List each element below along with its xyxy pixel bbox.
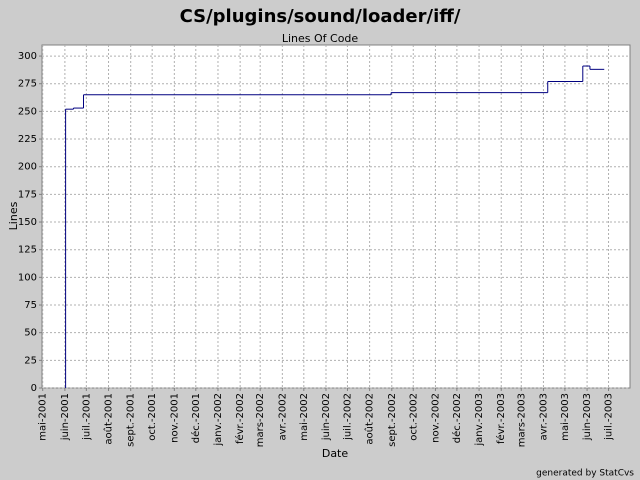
x-tick-label: févr.-2003 [495, 393, 507, 444]
x-tick-label: mai-2003 [560, 393, 571, 441]
y-tick-label: 225 [18, 134, 37, 145]
x-tick-label: avr.-2003 [538, 393, 549, 440]
y-tick-label: 200 [18, 162, 37, 173]
x-tick-label: mars-2003 [516, 393, 527, 447]
footer: generated by StatCvs [536, 469, 634, 479]
x-tick-label: nov.-2001 [169, 393, 180, 443]
y-tick-label: 300 [18, 51, 37, 62]
y-tick-label: 250 [18, 106, 37, 117]
x-tick-label: juil.-2002 [342, 393, 353, 441]
y-tick-label: 175 [18, 189, 37, 200]
x-tick-label: juil.-2003 [604, 393, 615, 441]
chart-subtitle: Lines Of Code [282, 32, 359, 45]
y-tick-label: 100 [18, 272, 37, 283]
chart-title: CS/plugins/sound/loader/iff/ [180, 6, 461, 27]
x-tick-label: oct.-2002 [408, 393, 419, 441]
x-tick-label: nov.-2002 [430, 393, 441, 443]
x-tick-label: avr.-2002 [277, 393, 288, 440]
x-tick-label: janv.-2002 [213, 393, 224, 447]
x-tick-label: juin-2003 [582, 393, 593, 441]
y-tick-label: 0 [31, 383, 37, 394]
x-tick-label: sept.-2001 [126, 393, 137, 447]
y-tick-label: 150 [18, 217, 37, 228]
x-axis-label: Date [322, 447, 349, 460]
x-tick-label: mai-2002 [299, 393, 310, 441]
y-tick-label: 125 [18, 245, 37, 256]
y-tick-label: 25 [24, 355, 37, 366]
x-tick-label: mai-2001 [38, 393, 49, 441]
x-tick-label: déc.-2001 [190, 393, 202, 443]
x-tick-label: mars-2002 [255, 393, 266, 447]
x-tick-label: juil.-2001 [81, 393, 92, 441]
x-tick-label: déc.-2002 [451, 393, 463, 443]
y-tick-label: 275 [18, 79, 37, 90]
x-tick-label: janv.-2003 [474, 393, 485, 447]
x-tick-label: juin-2001 [60, 393, 71, 441]
y-tick-label: 75 [24, 300, 37, 311]
x-tick-label: août-2002 [364, 393, 376, 445]
x-tick-label: oct.-2001 [147, 393, 158, 441]
y-axis-label: Lines [7, 201, 20, 230]
x-tick-label: févr.-2002 [234, 393, 246, 444]
x-tick-label: juin-2002 [321, 393, 332, 441]
x-tick-label: sept.-2002 [387, 393, 398, 447]
y-tick-label: 50 [24, 328, 37, 339]
x-tick-label: août-2001 [103, 393, 115, 445]
plot-area [41, 44, 631, 389]
